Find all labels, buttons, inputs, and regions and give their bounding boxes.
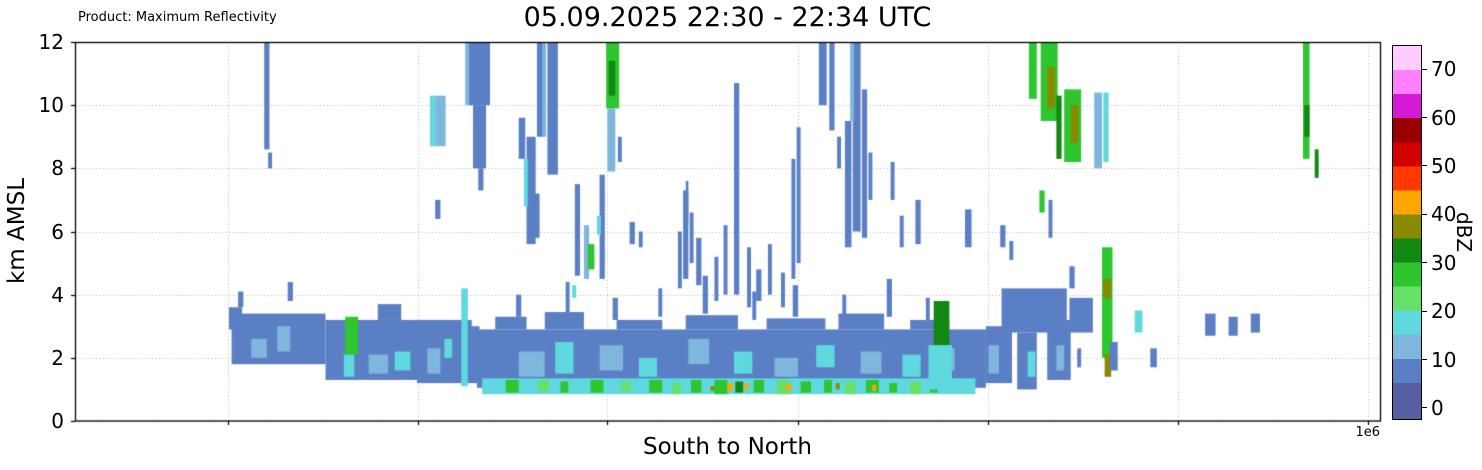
colorbar-tick-label: 20 — [1431, 299, 1457, 324]
colorbar-tick-label: 0 — [1431, 395, 1444, 420]
chart-title: 05.09.2025 22:30 - 22:34 UTC — [523, 2, 932, 33]
colorbar-tick-mark — [1422, 165, 1427, 167]
colorbar-tick-mark — [1422, 213, 1427, 215]
y-tick-label: 12 — [38, 30, 64, 54]
colorbar-tick-label: 60 — [1431, 105, 1457, 130]
y-tick-label: 0 — [51, 409, 64, 433]
colorbar-label: dBZ — [1452, 211, 1476, 253]
colorbar-tick-label: 50 — [1431, 153, 1457, 178]
y-axis-label: km AMSL — [4, 177, 30, 285]
colorbar-tick-label: 40 — [1431, 202, 1457, 227]
colorbar-tick-mark — [1422, 68, 1427, 70]
y-tick-label: 4 — [51, 282, 64, 307]
y-tick-label: 6 — [51, 219, 64, 244]
plot-canvas — [70, 41, 1382, 429]
y-tick-label: 8 — [51, 156, 64, 181]
y-tick-label: 2 — [51, 345, 64, 370]
colorbar-tick-mark — [1422, 310, 1427, 312]
colorbar-tick-mark — [1422, 407, 1427, 409]
colorbar-tick-mark — [1422, 117, 1427, 119]
colorbar-tick-label: 70 — [1431, 57, 1457, 82]
product-label: Product: Maximum Reflectivity — [78, 10, 277, 25]
x-axis-label: South to North — [643, 434, 812, 460]
colorbar-tick-label: 10 — [1431, 347, 1457, 372]
colorbar-tick-mark — [1422, 359, 1427, 361]
colorbar-tick-label: 30 — [1431, 250, 1457, 275]
x-axis-offset-label: 1e6 — [1355, 425, 1380, 440]
y-tick-label: 10 — [38, 93, 64, 118]
colorbar-gradient — [1392, 45, 1422, 420]
colorbar-tick-mark — [1422, 262, 1427, 264]
